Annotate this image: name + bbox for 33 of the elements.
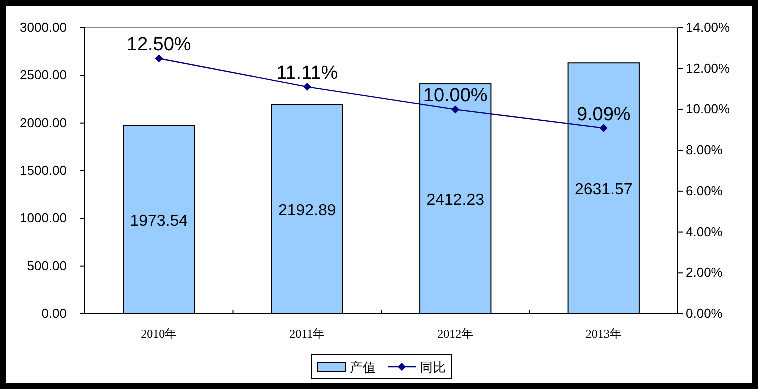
y2-tick-label: 8.00% — [686, 142, 724, 158]
x-tick-label: 2011年 — [290, 327, 326, 341]
y2-tick-label: 10.00% — [686, 102, 731, 117]
y2-tick-label: 2.00% — [686, 265, 724, 280]
y-tick-label: 0.00 — [42, 306, 67, 321]
y2-tick-label: 6.00% — [686, 183, 724, 198]
x-tick-label: 2010年 — [141, 327, 178, 341]
x-tick-label: 2013年 — [586, 327, 622, 341]
data-label: 12.50% — [126, 34, 192, 56]
y2-tick-label: 14.00% — [686, 20, 731, 35]
data-label: 10.00% — [423, 86, 488, 107]
data-label: 2192.89 — [278, 202, 336, 220]
data-label: 1973.54 — [130, 212, 188, 230]
legend-label: 同比 — [420, 360, 446, 375]
y2-tick-label: 0.00% — [686, 306, 724, 321]
data-label: 2412.23 — [426, 192, 485, 210]
y-tick-label: 2500.00 — [20, 68, 67, 83]
data-label: 2631.57 — [574, 182, 633, 199]
point — [303, 83, 312, 92]
y-tick-label: 1500.00 — [20, 163, 67, 178]
point — [600, 124, 608, 132]
y-tick-label: 1000.00 — [20, 210, 67, 226]
y-tick-label: 3000.00 — [20, 20, 67, 35]
y-tick-label: 500.00 — [27, 258, 67, 274]
point — [452, 106, 460, 114]
data-label: 9.09% — [576, 104, 631, 126]
y2-tick-label: 12.00% — [686, 60, 731, 76]
legend-label: 产值 — [350, 360, 376, 375]
y-tick-label: 2000.00 — [20, 115, 67, 130]
point — [155, 54, 164, 63]
data-label: 11.11% — [276, 63, 338, 84]
y2-tick-label: 4.00% — [686, 224, 724, 240]
x-tick-label: 2012年 — [438, 327, 474, 341]
